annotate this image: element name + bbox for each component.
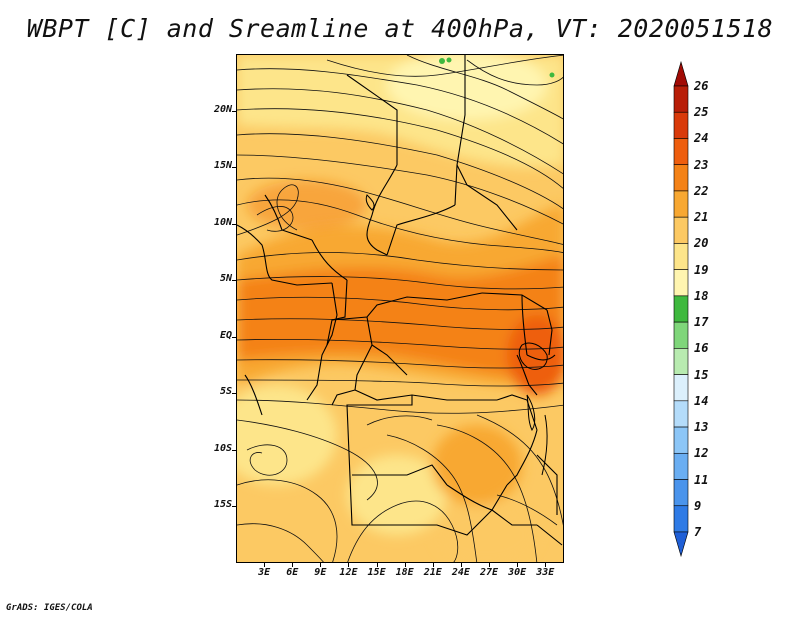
colorbar-segment [673, 348, 689, 375]
lat-tick-mark [232, 337, 236, 338]
lat-tick-label: 15N [213, 160, 232, 172]
lat-tick-label: 5S [219, 386, 232, 398]
colorbar-segment [673, 321, 689, 349]
map-panel [236, 54, 564, 563]
lon-tick-mark [461, 563, 462, 567]
colorbar-level-label: 12 [694, 446, 709, 461]
colorbar-segment [673, 111, 689, 139]
colorbar-level-label: 21 [694, 210, 709, 225]
lat-tick-label: EQ [219, 329, 232, 341]
colorbar-level-label: 14 [694, 393, 709, 408]
lat-tick-mark [232, 450, 236, 451]
colorbar-level-label: 17 [694, 315, 709, 330]
lat-tick-mark [232, 393, 236, 394]
colorbar-segment [673, 400, 689, 428]
lon-tick-label: 30E [508, 567, 527, 578]
colorbar-level-label: 18 [694, 288, 709, 303]
coastline [237, 224, 338, 401]
colorbar-segment [673, 85, 689, 113]
lon-tick-label: 21E [423, 567, 442, 578]
colorbar-segment [673, 269, 689, 297]
lon-tick-label: 12E [339, 567, 358, 578]
streamlines [237, 55, 563, 562]
lon-tick-label: 9E [314, 567, 327, 578]
lat-tick-label: 5N [219, 273, 232, 285]
map-title: WBPT [C] and Sreamline at 400hPa, VT: 20… [26, 14, 774, 43]
wbpt-field-map [237, 55, 563, 562]
colorbar-segment [673, 243, 689, 270]
lat-tick-label: 15S [213, 499, 232, 511]
colorbar-segment [673, 190, 689, 218]
colorbar-level-label: 16 [694, 341, 709, 356]
colorbar-segment [673, 295, 689, 323]
lon-tick-label: 3E [258, 567, 271, 578]
colorbar [673, 60, 689, 558]
lat-tick-mark [232, 111, 236, 112]
colorbar-level-label: 19 [694, 262, 709, 277]
colorbar-segment [673, 216, 689, 244]
colorbar-level-label: 13 [694, 420, 709, 435]
colorbar-segment [673, 452, 689, 480]
colorbar-segment [673, 374, 689, 402]
colorbar-top-arrow [673, 60, 689, 87]
lon-tick-mark [433, 563, 434, 567]
colorbar-segment [673, 426, 689, 454]
colorbar-level-label: 7 [694, 525, 702, 539]
lon-tick-mark [292, 563, 293, 567]
lon-tick-label: 27E [479, 567, 499, 578]
colorbar-level-label: 23 [694, 157, 709, 172]
lat-tick-mark [232, 506, 236, 507]
lat-tick-label: 10S [213, 442, 232, 454]
colorbar-segment [673, 505, 689, 533]
lon-tick-mark [405, 563, 406, 567]
lat-tick-mark [232, 224, 236, 225]
lon-tick-label: 15E [367, 567, 386, 578]
lon-tick-mark [264, 563, 265, 567]
colorbar-level-label: 22 [694, 183, 709, 198]
lon-tick-mark [545, 563, 546, 567]
colorbar-segment [673, 164, 689, 192]
colorbar-segment [673, 479, 689, 507]
lon-tick-label: 24E [451, 567, 470, 578]
colorbar-level-label: 11 [694, 472, 709, 487]
colorbar-bottom-arrow [673, 531, 689, 558]
lon-tick-mark [377, 563, 378, 567]
colorbar-level-label: 9 [694, 498, 702, 513]
lakes [365, 194, 548, 476]
lat-tick-label: 20N [213, 103, 232, 115]
colorbar-level-label: 15 [694, 367, 709, 382]
country-borders [244, 55, 563, 546]
colorbar-level-label: 20 [694, 236, 709, 251]
lon-tick-mark [517, 563, 518, 567]
lon-tick-mark [489, 563, 490, 567]
lat-tick-mark [232, 167, 236, 168]
colorbar-level-label: 24 [694, 131, 709, 146]
lon-tick-mark [320, 563, 321, 567]
lat-tick-mark [232, 280, 236, 281]
colorbar-level-label: 25 [694, 105, 709, 120]
lon-tick-label: 33E [536, 567, 555, 578]
lat-tick-label: 10N [213, 216, 232, 228]
lon-tick-label: 18E [395, 567, 414, 578]
grads-credit: GrADS: IGES/COLA [6, 603, 93, 613]
lon-tick-label: 6E [286, 567, 299, 578]
lon-tick-mark [348, 563, 349, 567]
colorbar-level-label: 26 [694, 79, 709, 93]
colorbar-segment [673, 138, 689, 166]
